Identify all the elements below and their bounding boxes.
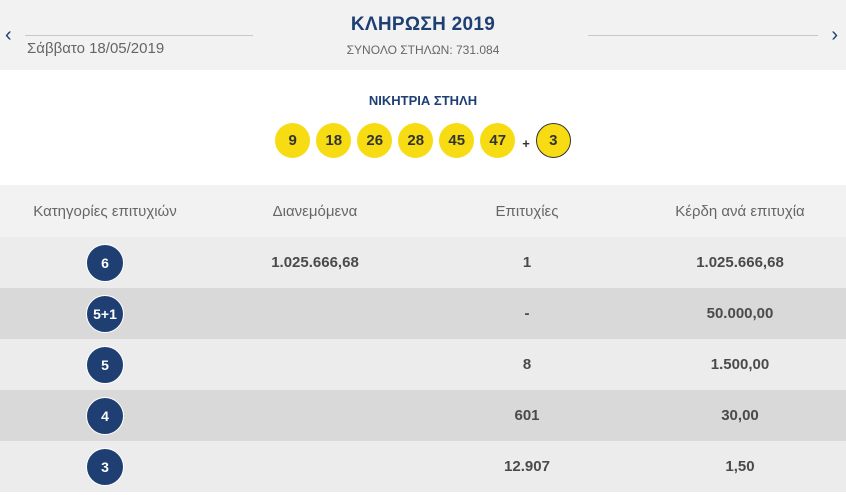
winners-cell: 601 — [420, 390, 634, 441]
plus-sign: + — [522, 136, 530, 151]
divider — [25, 35, 253, 36]
column-header-winners: Επιτυχίες — [420, 185, 634, 237]
prize-cell: 1.025.666,68 — [634, 237, 846, 288]
prize-cell: 1.500,00 — [634, 339, 846, 390]
table-header-row: Κατηγορίες επιτυχιών Διανεμόμενα Επιτυχί… — [0, 185, 846, 237]
category-badge: 4 — [86, 396, 124, 435]
winners-cell: 8 — [420, 339, 634, 390]
number-ball: 26 — [357, 123, 393, 158]
category-cell: 4 — [0, 390, 210, 441]
number-ball: 45 — [439, 123, 475, 158]
prize-cell: 30,00 — [634, 390, 846, 441]
divider — [588, 35, 818, 36]
number-ball: 28 — [398, 123, 434, 158]
category-badge: 5 — [86, 345, 124, 384]
draw-date: Σάββατο 18/05/2019 — [27, 40, 165, 57]
category-cell: 5+1 — [0, 288, 210, 339]
winning-column-title: ΝΙΚΗΤΡΙΑ ΣΤΗΛΗ — [368, 93, 478, 108]
distributed-cell — [210, 441, 420, 492]
category-cell: 3 — [0, 441, 210, 492]
prize-table: Κατηγορίες επιτυχιών Διανεμόμενα Επιτυχί… — [0, 185, 846, 492]
category-badge: 6 — [86, 243, 124, 282]
category-cell: 5 — [0, 339, 210, 390]
chevron-right-icon[interactable]: › — [831, 24, 838, 46]
table-row: 5+1 - 50.000,00 — [0, 288, 846, 339]
draw-title: ΚΛΗΡΩΣΗ 2019 — [350, 14, 496, 35]
distributed-cell — [210, 339, 420, 390]
column-header-categories: Κατηγορίες επιτυχιών — [0, 185, 210, 237]
table-row: 6 1.025.666,68 1 1.025.666,68 — [0, 237, 846, 288]
number-ball: 9 — [275, 123, 311, 158]
table-row: 3 12.907 1,50 — [0, 441, 846, 492]
column-header-distributed: Διανεμόμενα — [210, 185, 420, 237]
table-row: 5 8 1.500,00 — [0, 339, 846, 390]
winning-numbers: 9 18 26 28 45 47 + 3 — [0, 123, 846, 158]
distributed-cell — [210, 288, 420, 339]
winners-cell: - — [420, 288, 634, 339]
category-badge: 5+1 — [86, 294, 124, 333]
distributed-cell: 1.025.666,68 — [210, 237, 420, 288]
columns-count: ΣΥΝΟΛΟ ΣΤΗΛΩΝ: 731.084 — [346, 43, 500, 57]
table-row: 4 601 30,00 — [0, 390, 846, 441]
winners-cell: 12.907 — [420, 441, 634, 492]
winners-cell: 1 — [420, 237, 634, 288]
prize-cell: 1,50 — [634, 441, 846, 492]
joker-ball: 3 — [535, 123, 571, 158]
draw-header: ‹ Σάββατο 18/05/2019 ΚΛΗΡΩΣΗ 2019 ΣΥΝΟΛΟ… — [0, 0, 846, 70]
winning-column-section: ΝΙΚΗΤΡΙΑ ΣΤΗΛΗ 9 18 26 28 45 47 + 3 — [0, 70, 846, 185]
number-ball: 47 — [480, 123, 516, 158]
number-ball: 18 — [316, 123, 352, 158]
distributed-cell — [210, 390, 420, 441]
category-badge: 3 — [86, 447, 124, 486]
chevron-left-icon[interactable]: ‹ — [5, 24, 12, 46]
column-header-prize: Κέρδη ανά επιτυχία — [634, 185, 846, 237]
category-cell: 6 — [0, 237, 210, 288]
prize-cell: 50.000,00 — [634, 288, 846, 339]
